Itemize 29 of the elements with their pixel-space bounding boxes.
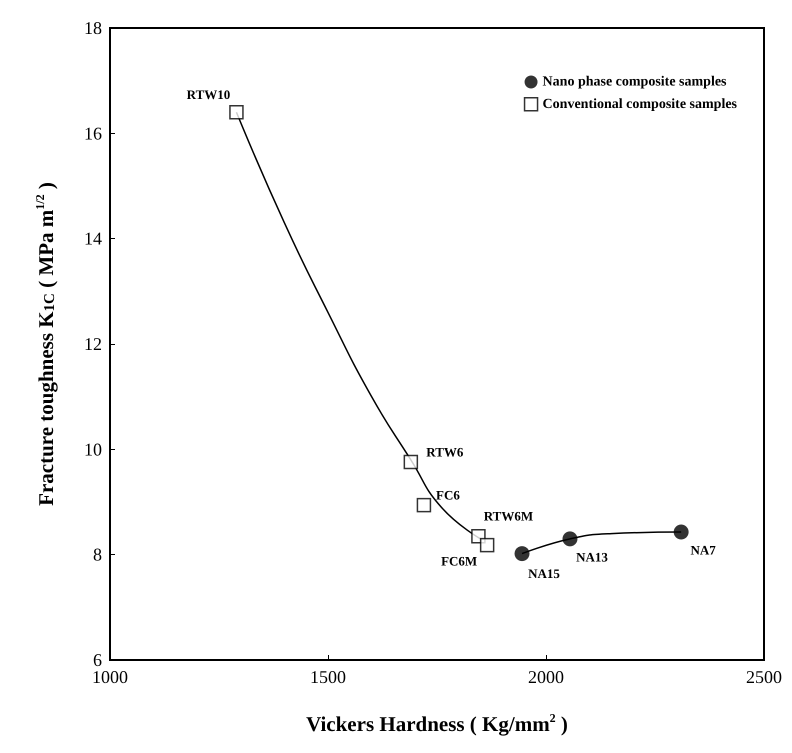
point [416, 498, 432, 512]
legend-label: Conventional composite samples [542, 96, 738, 112]
annotation: FC6M [441, 554, 478, 569]
point [404, 454, 418, 470]
point [514, 546, 530, 562]
y-axis-title: Fracture toughness K1C ( MPa m1/2 ) [33, 182, 58, 506]
point [480, 538, 494, 552]
annotation: NA7 [690, 542, 716, 558]
annotation: NA13 [576, 549, 608, 564]
y-tick-label: 8 [93, 544, 102, 565]
point [229, 105, 244, 120]
y-tick-label: 16 [84, 123, 102, 144]
y-tick-label: 14 [84, 228, 102, 249]
y-tick-label: 6 [93, 650, 102, 670]
annotation: FC6 [436, 488, 460, 503]
point [674, 524, 689, 540]
annotation: RTW6M [484, 508, 534, 524]
x-tick-label: 1000 [92, 667, 128, 687]
y-tick-label: 18 [84, 18, 102, 38]
annotation: NA15 [528, 566, 560, 582]
legend-label: Nano phase composite samples [542, 74, 728, 90]
y-tick-label: 12 [84, 334, 102, 354]
annotation: RTW6 [426, 444, 464, 460]
y-tick-label: 10 [84, 439, 102, 460]
x-tick-label: 1500 [310, 667, 346, 687]
point [562, 531, 578, 546]
x-tick-label: 2500 [746, 667, 782, 687]
x-tick-label: 2000 [528, 667, 564, 687]
annotation: RTW10 [186, 86, 230, 102]
